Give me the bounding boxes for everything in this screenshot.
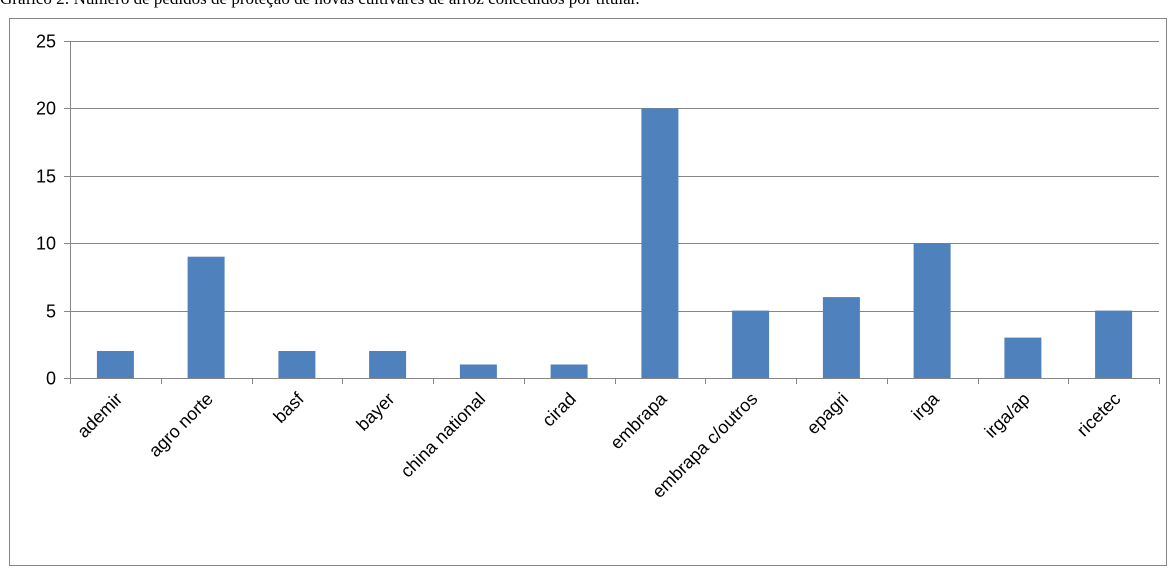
- bar: [913, 243, 951, 378]
- y-tick-label: 10: [36, 234, 56, 254]
- y-tick-label: 5: [46, 302, 56, 322]
- x-tick-label: irga: [908, 388, 944, 424]
- x-tick-label: irga/ap: [981, 389, 1034, 442]
- bars: [96, 108, 1133, 379]
- bar: [187, 256, 225, 378]
- x-tick-label: cirad: [538, 389, 580, 431]
- gridlines: [70, 41, 1159, 312]
- bar: [96, 351, 134, 378]
- bar: [1095, 310, 1133, 378]
- x-tick-label: basf: [270, 388, 309, 427]
- bar: [550, 364, 588, 378]
- x-tick-label: embrapa: [606, 388, 671, 453]
- x-tick-label: china national: [397, 389, 490, 482]
- bar: [641, 108, 679, 379]
- chart-caption: Gráfico 2: Número de pedidos de proteção…: [0, 0, 1173, 13]
- bar: [278, 351, 316, 378]
- x-tick-label: epagri: [803, 389, 853, 439]
- x-tick-label: ademir: [73, 389, 126, 442]
- y-tick-label: 15: [36, 167, 56, 187]
- y-tick-label: 25: [36, 32, 56, 52]
- x-tick-label: agro norte: [145, 389, 217, 461]
- bar: [1004, 337, 1042, 378]
- bar: [732, 310, 770, 378]
- x-tick-label: ricetec: [1073, 389, 1125, 441]
- axes: [64, 41, 1160, 384]
- bar: [459, 364, 497, 378]
- bar: [369, 351, 407, 378]
- y-tick-label: 20: [36, 99, 56, 119]
- y-tick-label: 0: [46, 369, 56, 389]
- x-tick-label: bayer: [352, 389, 398, 435]
- bar: [822, 297, 860, 378]
